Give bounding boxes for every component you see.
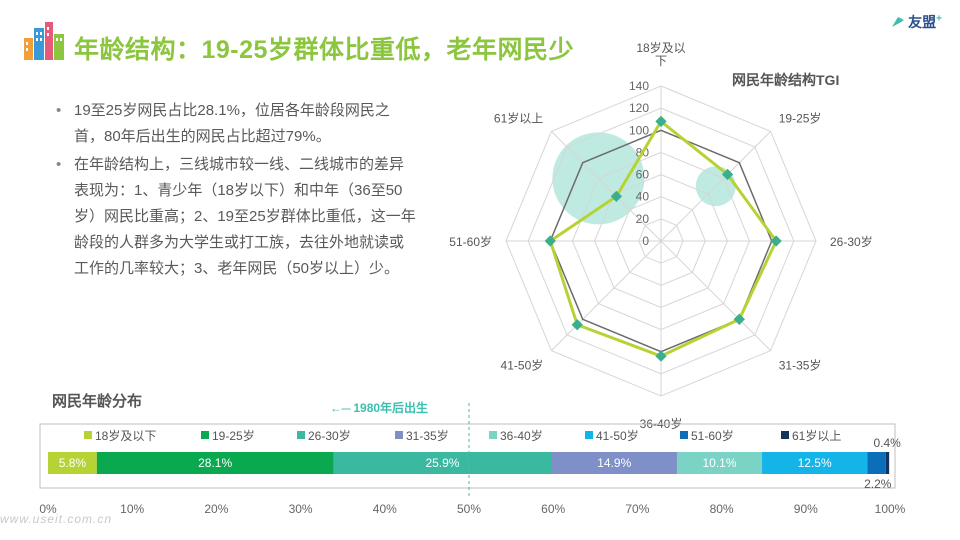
legend-label: 18岁及以下 bbox=[95, 428, 156, 443]
annotation-text: 1980年后出生 bbox=[353, 401, 429, 415]
brand-plus: + bbox=[936, 13, 942, 25]
radar-chart-title: 网民年龄结构TGI bbox=[732, 72, 840, 88]
brand-logo: 友盟+ bbox=[891, 12, 942, 32]
bar-segment bbox=[551, 452, 677, 474]
x-tick-label: 10% bbox=[120, 502, 144, 516]
bar-value-label: 10.1% bbox=[702, 456, 736, 470]
radar-spoke bbox=[551, 131, 662, 242]
legend-label: 19-25岁 bbox=[212, 428, 255, 443]
bar-value-label: 28.1% bbox=[198, 456, 232, 470]
x-tick-label: 80% bbox=[710, 502, 734, 516]
x-tick-label: 20% bbox=[204, 502, 228, 516]
bullet-item: 19至25岁网民占比28.1%，位居各年龄段网民之首，80年后出生的网民占比超过… bbox=[56, 98, 416, 150]
bar-segment bbox=[333, 452, 552, 474]
annotation-arrow-icon: ←--- bbox=[330, 401, 351, 415]
radar-tick-label: 20 bbox=[636, 212, 650, 226]
legend-swatch bbox=[680, 431, 688, 439]
legend-label: 61岁以上 bbox=[792, 428, 841, 443]
legend-swatch bbox=[781, 431, 789, 439]
radar-tick-label: 100 bbox=[629, 123, 649, 137]
radar-point bbox=[770, 235, 782, 247]
radar-point bbox=[544, 235, 556, 247]
bar-value-label: 14.9% bbox=[597, 456, 631, 470]
city-logo-icon bbox=[24, 22, 64, 60]
legend-label: 51-60岁 bbox=[691, 428, 734, 443]
bar-value-label: 12.5% bbox=[798, 456, 832, 470]
x-tick-label: 100% bbox=[875, 502, 906, 516]
radar-category-label: 18岁及以 bbox=[636, 40, 685, 55]
radar-tick-label: 40 bbox=[636, 190, 650, 204]
radar-category-label: 26-30岁 bbox=[830, 234, 873, 249]
legend-swatch bbox=[297, 431, 305, 439]
annotation-label: ←--- 1980年后出生 bbox=[330, 399, 428, 416]
radar-tick-label: 0 bbox=[642, 234, 649, 248]
bar-segment bbox=[885, 452, 890, 474]
legend-label: 31-35岁 bbox=[406, 428, 449, 443]
watermark: www.useit.com.cn bbox=[0, 512, 113, 526]
bar-segment bbox=[48, 452, 97, 474]
bar-segment bbox=[96, 452, 334, 474]
radar-spoke bbox=[660, 131, 771, 242]
legend-swatch bbox=[84, 431, 92, 439]
bar-chart-title: 网民年龄分布 bbox=[52, 393, 143, 410]
x-tick-label: 30% bbox=[289, 502, 313, 516]
bar-segment bbox=[762, 452, 868, 474]
radar-category-label: 19-25岁 bbox=[779, 110, 822, 125]
radar-point bbox=[655, 350, 667, 362]
radar-spoke bbox=[551, 240, 662, 351]
radar-tick-label: 140 bbox=[629, 79, 649, 93]
legend-label: 26-30岁 bbox=[308, 428, 351, 443]
bar-segment bbox=[867, 452, 886, 474]
bar-value-label: 5.8% bbox=[59, 456, 87, 470]
legend-swatch bbox=[395, 431, 403, 439]
radar-category-label: 51-60岁 bbox=[449, 234, 492, 249]
x-tick-label: 60% bbox=[541, 502, 565, 516]
radar-point bbox=[721, 168, 734, 181]
bar-value-label: 25.9% bbox=[425, 456, 459, 470]
x-tick-label: 90% bbox=[794, 502, 818, 516]
radar-category-label: 41-50岁 bbox=[501, 358, 544, 373]
bar-segment bbox=[676, 452, 763, 474]
bullet-item: 在年龄结构上，三线城市较一线、二线城市的差异表现为：1、青少年（18岁以下）和中… bbox=[56, 152, 416, 282]
x-tick-label: 40% bbox=[373, 502, 397, 516]
legend-swatch bbox=[585, 431, 593, 439]
legend-label: 41-50岁 bbox=[596, 428, 639, 443]
radar-spoke bbox=[660, 240, 771, 351]
radar-category-label: 下 bbox=[655, 54, 667, 68]
radar-tick-label: 120 bbox=[629, 101, 649, 115]
bar-value-label: 2.2% bbox=[864, 477, 892, 491]
legend-swatch bbox=[201, 431, 209, 439]
radar-point bbox=[610, 190, 623, 203]
x-tick-label: 50% bbox=[457, 502, 481, 516]
radar-point bbox=[733, 313, 745, 325]
x-tick-label: 70% bbox=[625, 502, 649, 516]
radar-category-label: 31-35岁 bbox=[779, 358, 822, 373]
bullet-list: 19至25岁网民占比28.1%，位居各年龄段网民之首，80年后出生的网民占比超过… bbox=[56, 98, 416, 284]
radar-tick-label: 60 bbox=[636, 168, 650, 182]
x-tick-label: 0% bbox=[39, 502, 57, 516]
bar-value-label: 0.4% bbox=[873, 436, 901, 450]
radar-category-label: 61岁以上 bbox=[494, 110, 543, 125]
legend-label: 36-40岁 bbox=[500, 428, 543, 443]
page-title: 年龄结构：19-25岁群体比重低，老年网民少 bbox=[74, 36, 574, 64]
radar-point bbox=[571, 319, 583, 331]
brand-name: 友盟 bbox=[908, 14, 937, 30]
bar-chart-frame bbox=[39, 423, 896, 489]
legend-swatch bbox=[489, 431, 497, 439]
brand-leaf-icon bbox=[892, 17, 905, 27]
